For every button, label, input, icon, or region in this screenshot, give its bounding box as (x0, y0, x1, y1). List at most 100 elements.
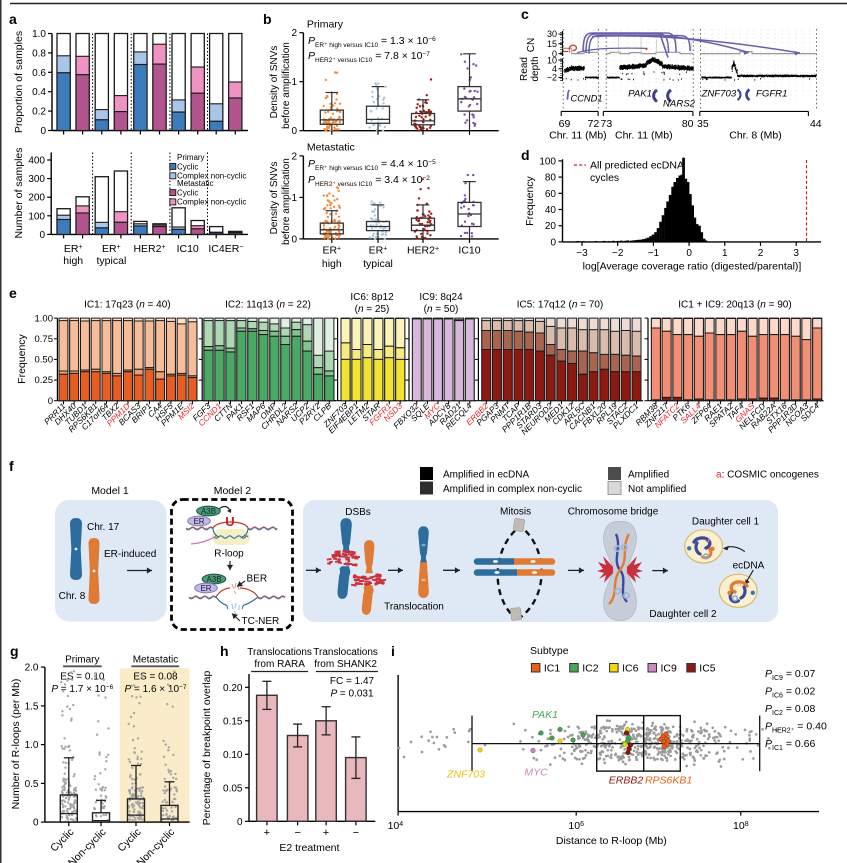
svg-text:DSBs: DSBs (345, 507, 371, 518)
svg-text:10: 10 (547, 55, 557, 65)
svg-text:−2: −2 (612, 248, 624, 259)
svg-text:Mitosis: Mitosis (500, 507, 531, 518)
svg-text:a: COSMIC oncogenes: a: COSMIC oncogenes (716, 470, 819, 481)
svg-text:−: − (294, 827, 300, 839)
svg-text:69: 69 (559, 118, 571, 130)
svg-text:typical: typical (97, 255, 127, 267)
svg-text:Number of samples: Number of samples (13, 147, 25, 238)
svg-text:ER+: ER+ (369, 245, 388, 257)
svg-text:1.0: 1.0 (25, 740, 39, 751)
svg-text:Amplified in complex non-cycli: Amplified in complex non-cyclic (443, 484, 582, 495)
svg-text:IC1 + IC9: 20q13 (n = 90): IC1 + IC9: 20q13 (n = 90) (678, 300, 791, 311)
svg-text:PHER2⁺ versus IC10 = 3.4 × 10−: PHER2⁺ versus IC10 = 3.4 × 10−2 (308, 174, 430, 188)
svg-text:Amplified: Amplified (628, 470, 669, 481)
svg-text:from SHANK2: from SHANK2 (314, 659, 377, 670)
svg-text:Chromosome bridge: Chromosome bridge (568, 507, 659, 518)
svg-text:Chr. 8: Chr. 8 (59, 591, 86, 602)
svg-text:Daughter cell 1: Daughter cell 1 (692, 516, 760, 527)
svg-text:0: 0 (237, 817, 243, 828)
svg-text:0.15: 0.15 (223, 716, 243, 727)
svg-text:FGFR1: FGFR1 (756, 89, 787, 100)
svg-text:PAK1: PAK1 (532, 709, 558, 721)
svg-text:35: 35 (697, 118, 709, 130)
svg-text:Amplified in ecDNA: Amplified in ecDNA (443, 470, 529, 481)
svg-text:Translocations: Translocations (247, 647, 312, 658)
svg-text:0.50: 0.50 (35, 355, 54, 366)
svg-text:high: high (63, 255, 83, 267)
svg-text:0.20: 0.20 (223, 683, 243, 694)
svg-text:Primary: Primary (177, 153, 205, 162)
svg-text:Chr. 11 (Mb): Chr. 11 (Mb) (615, 129, 673, 141)
svg-text:log[Average coverage ratio (di: log[Average coverage ratio (digested/par… (583, 261, 802, 273)
svg-text:2: 2 (291, 28, 297, 39)
svg-text:Daughter cell 2: Daughter cell 2 (649, 609, 717, 620)
svg-text:−3: −3 (576, 248, 588, 259)
svg-text:Frequency: Frequency (524, 175, 536, 225)
svg-text:0.25: 0.25 (35, 375, 54, 386)
svg-text:Model 2: Model 2 (214, 485, 252, 497)
svg-text:(n = 50): (n = 50) (424, 304, 459, 315)
svg-text:0: 0 (550, 237, 556, 248)
svg-text:20: 20 (545, 221, 557, 232)
svg-text:Chr. 8 (Mb): Chr. 8 (Mb) (729, 129, 782, 141)
svg-text:0.2: 0.2 (32, 107, 46, 118)
svg-text:400: 400 (28, 156, 45, 167)
svg-text:f: f (9, 458, 14, 474)
svg-text:ZNF703: ZNF703 (701, 89, 737, 100)
svg-text:2: 2 (758, 248, 764, 259)
svg-text:Translocations: Translocations (313, 647, 378, 658)
svg-text:IC2: 11q13 (n = 22): IC2: 11q13 (n = 22) (225, 300, 311, 311)
svg-text:Chr. 11 (Mb): Chr. 11 (Mb) (549, 129, 607, 141)
svg-text:IC1: 17q23 (n = 40): IC1: 17q23 (n = 40) (84, 300, 170, 311)
svg-text:−: − (353, 827, 359, 839)
svg-text:IC9: 8q24: IC9: 8q24 (419, 292, 463, 303)
svg-text:0: 0 (291, 126, 297, 137)
svg-text:0.4: 0.4 (32, 87, 46, 98)
svg-text:73: 73 (601, 118, 613, 130)
svg-text:TC-NER: TC-NER (242, 616, 280, 627)
svg-text:FC = 1.47: FC = 1.47 (330, 676, 375, 687)
svg-text:ER: ER (200, 584, 211, 593)
svg-text:before amplification: before amplification (281, 158, 292, 245)
svg-text:0.5: 0.5 (25, 779, 39, 790)
svg-text:0.6: 0.6 (32, 68, 46, 79)
svg-text:200: 200 (28, 193, 45, 204)
svg-text:PHER2⁺ versus IC10 = 7.8 × 10−: PHER2⁺ versus IC10 = 7.8 × 10−7 (308, 50, 430, 64)
svg-text:0.05: 0.05 (223, 783, 243, 794)
svg-text:CCND1: CCND1 (571, 94, 603, 104)
svg-text:Metastatic: Metastatic (177, 179, 213, 188)
svg-text:0: 0 (40, 126, 46, 137)
svg-text:0.10: 0.10 (223, 750, 243, 761)
svg-text:300: 300 (28, 174, 45, 185)
svg-text:+: + (264, 827, 270, 839)
svg-text:30: 30 (547, 29, 557, 39)
svg-text:CN: CN (526, 38, 537, 52)
svg-text:Proportion of samples: Proportion of samples (13, 31, 25, 133)
svg-text:IC6: 8p12: IC6: 8p12 (350, 292, 394, 303)
svg-text:All predicted ecDNA: All predicted ecDNA (590, 160, 684, 172)
svg-text:15: 15 (547, 39, 557, 49)
svg-text:ES = 0.08: ES = 0.08 (133, 671, 178, 682)
svg-text:IC10: IC10 (177, 243, 199, 255)
svg-text:PIC1 = 0.66: PIC1 = 0.66 (765, 738, 815, 752)
svg-text:d: d (521, 147, 530, 163)
svg-text:IC10: IC10 (458, 245, 480, 257)
svg-text:PIC9 = 0.07: PIC9 = 0.07 (765, 668, 815, 682)
svg-text:h: h (220, 643, 229, 659)
svg-text:BER: BER (247, 574, 268, 585)
svg-text:IC6: IC6 (622, 662, 639, 674)
svg-text:2.0: 2.0 (25, 663, 39, 674)
svg-text:0: 0 (686, 248, 692, 259)
svg-text:ER+: ER+ (102, 243, 121, 255)
svg-text:Density of SNVs: Density of SNVs (269, 162, 280, 235)
svg-text:60: 60 (545, 189, 557, 200)
svg-text:(n = 25): (n = 25) (355, 304, 390, 315)
svg-text:ER+: ER+ (322, 245, 341, 257)
svg-text:U: U (225, 514, 234, 529)
svg-text:ecDNA: ecDNA (733, 561, 765, 572)
svg-text:ZNF703: ZNF703 (446, 769, 485, 781)
svg-text:0.8: 0.8 (32, 48, 46, 59)
svg-text:IC1: IC1 (544, 662, 561, 674)
svg-text:Complex non-cyclic: Complex non-cyclic (177, 198, 246, 207)
svg-text:IC2: IC2 (582, 662, 599, 674)
